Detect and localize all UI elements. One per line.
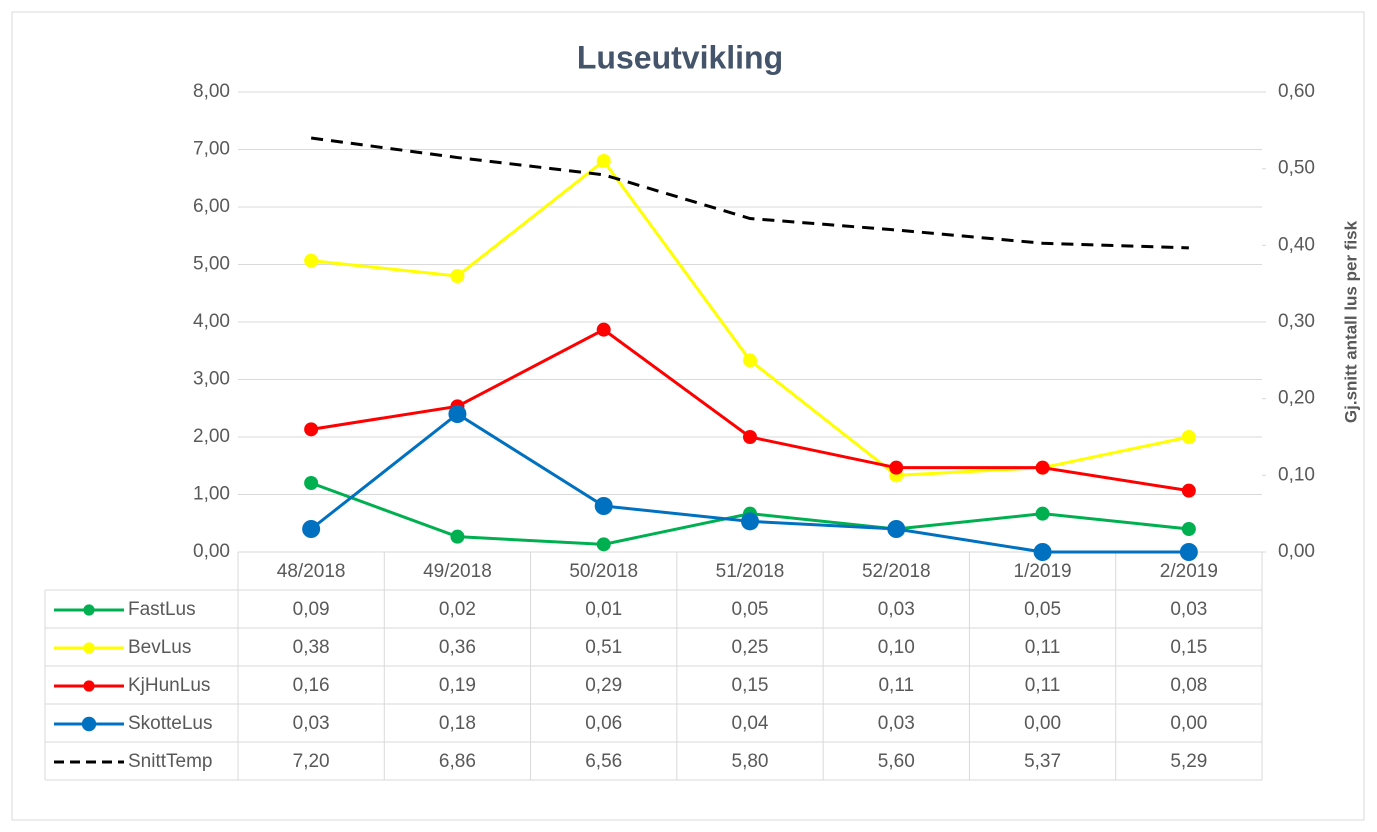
table-value: 0,04 [732, 713, 769, 734]
table-value: 0,18 [439, 713, 476, 734]
series-marker [741, 512, 759, 531]
table-value: 0,15 [1170, 637, 1207, 658]
x-tick-label: 52/2018 [862, 561, 931, 582]
table-value: 0,36 [439, 637, 476, 658]
series-marker [1181, 483, 1196, 498]
y2-tick-label: 0,10 [1278, 464, 1315, 485]
table-value: 0,10 [878, 637, 915, 658]
series-marker [743, 430, 757, 444]
legend-label: SkotteLus [128, 713, 213, 734]
series-marker [596, 154, 611, 168]
table-value: 5,80 [732, 751, 769, 772]
table-value: 0,16 [293, 675, 330, 696]
y2-tick-label: 0,60 [1278, 81, 1315, 102]
series-marker [596, 537, 611, 552]
table-value: 0,06 [585, 713, 622, 734]
series-marker [887, 520, 906, 538]
table-value: 0,01 [585, 599, 622, 620]
series-marker [594, 497, 613, 515]
y2-tick-label: 0,30 [1278, 311, 1315, 332]
legend-marker [81, 716, 97, 732]
table-value: 0,03 [878, 713, 915, 734]
table-value: 0,11 [1025, 637, 1061, 658]
series-marker [1033, 543, 1052, 561]
series-marker [1181, 522, 1196, 536]
y-tick-label: 7,00 [193, 139, 230, 160]
y2-axis-title: Gj.snitt antall lus per fisk [1341, 220, 1360, 423]
series-marker [304, 476, 319, 490]
table-value: 0,11 [1025, 675, 1061, 696]
table-value: 0,09 [293, 599, 330, 620]
series-marker [304, 422, 319, 437]
series-marker [1181, 430, 1196, 444]
legend-label: BevLus [128, 637, 191, 658]
table-value: 0,05 [1024, 599, 1061, 620]
table-value: 5,37 [1024, 751, 1061, 772]
series-marker [889, 460, 904, 475]
x-tick-label: 51/2018 [716, 561, 785, 582]
table-value: 0,51 [585, 637, 622, 658]
table-value: 0,11 [878, 675, 914, 696]
series-marker [448, 405, 467, 423]
chart-title: Luseutvikling [577, 39, 783, 75]
series-marker [743, 353, 757, 368]
table-value: 0,03 [1170, 599, 1207, 620]
series-marker [1179, 543, 1198, 561]
legend-label: SnittTemp [128, 751, 212, 772]
y2-tick-label: 0,40 [1278, 234, 1315, 255]
series-marker [450, 529, 465, 544]
series-marker [302, 520, 321, 538]
legend-marker [83, 680, 95, 692]
y-tick-label: 6,00 [193, 196, 230, 217]
table-value: 0,02 [439, 599, 476, 620]
x-tick-label: 2/2019 [1160, 561, 1218, 582]
legend-label: FastLus [128, 599, 196, 620]
x-tick-label: 50/2018 [569, 561, 638, 582]
legend-label: KjHunLus [128, 675, 210, 696]
series-marker [1035, 460, 1050, 475]
table-value: 5,60 [878, 751, 915, 772]
series-marker [450, 269, 465, 283]
legend-marker [83, 604, 95, 616]
series-marker [1035, 506, 1050, 521]
series-line [310, 136, 1189, 250]
y-tick-label: 5,00 [193, 254, 230, 275]
table-value: 0,03 [293, 713, 330, 734]
x-tick-label: 1/2019 [1014, 561, 1072, 582]
x-tick-label: 49/2018 [423, 561, 492, 582]
legend-marker [83, 642, 95, 654]
table-value: 0,25 [732, 637, 769, 658]
y2-tick-label: 0,20 [1278, 388, 1315, 409]
table-value: 0,29 [585, 675, 622, 696]
series-marker [596, 322, 611, 337]
y2-tick-label: 0,50 [1278, 158, 1315, 179]
x-tick-label: 48/2018 [277, 561, 346, 582]
chart-frame [11, 11, 1365, 821]
table-value: 0,38 [293, 637, 330, 658]
table-value: 0,15 [732, 675, 769, 696]
y-tick-label: 1,00 [193, 484, 230, 505]
table-value: 7,20 [293, 751, 330, 772]
table-value: 5,29 [1170, 751, 1207, 772]
y-tick-label: 4,00 [193, 311, 230, 332]
table-value: 0,00 [1024, 713, 1061, 734]
y-tick-label: 8,00 [193, 81, 230, 102]
y2-tick-label: 0,00 [1278, 541, 1315, 562]
table-value: 0,05 [732, 599, 769, 620]
table-value: 0,00 [1170, 713, 1207, 734]
table-value: 0,08 [1170, 675, 1207, 696]
table-value: 0,19 [439, 675, 476, 696]
y-tick-label: 0,00 [193, 541, 230, 562]
table-value: 0,03 [878, 599, 915, 620]
table-value: 6,86 [439, 751, 476, 772]
series-marker [304, 253, 319, 268]
y-tick-label: 2,00 [193, 426, 230, 447]
y-tick-label: 3,00 [193, 369, 230, 390]
table-value: 6,56 [585, 751, 622, 772]
